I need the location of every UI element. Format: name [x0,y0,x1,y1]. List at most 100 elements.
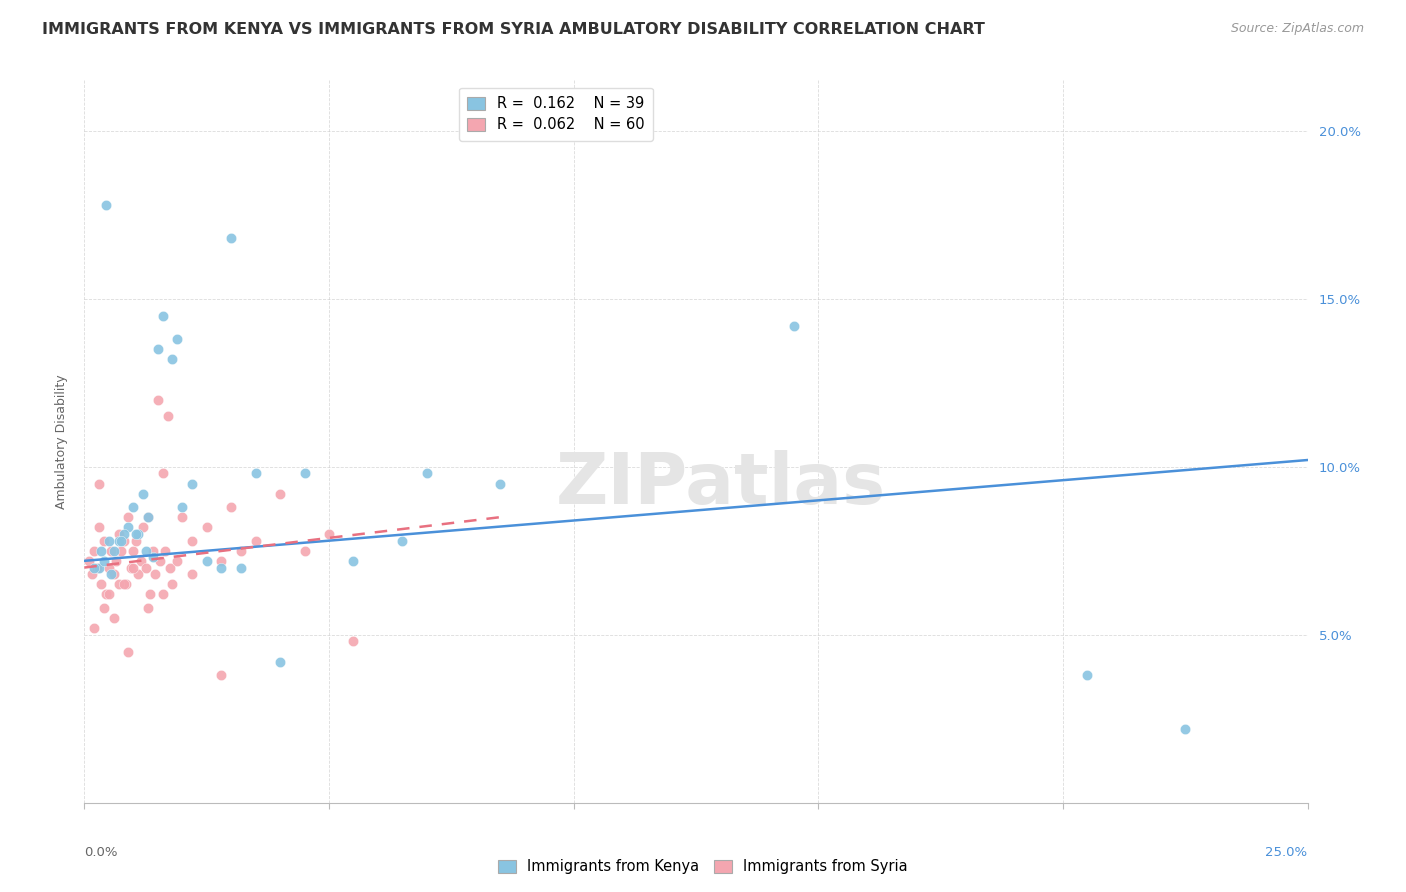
Point [136,600,159,615]
Point [209,560,232,574]
Point [181,567,204,582]
Point [172,510,194,524]
Point [107,527,129,541]
Point [391,533,413,548]
Point [96,587,118,601]
Point [135,560,157,574]
Point [103,567,125,582]
Point [135,543,157,558]
Point [83,543,105,558]
Point [90,543,112,558]
Point [149,554,172,568]
Point [93,533,115,548]
Point [103,611,125,625]
Point [136,510,159,524]
Point [100,543,122,558]
Point [219,500,242,514]
Point [125,527,148,541]
Text: 25.0%: 25.0% [1265,847,1308,859]
Point [110,533,132,548]
Point [93,600,115,615]
Point [229,543,252,558]
Point [159,560,181,574]
Point [153,543,176,558]
Point [166,332,188,346]
Point [1174,722,1197,736]
Point [172,500,194,514]
Point [181,476,204,491]
Point [87,520,110,534]
Point [86,560,108,574]
Point [97,587,120,601]
Point [87,476,110,491]
Point [219,231,242,245]
Point [90,577,112,591]
Point [1076,668,1098,682]
Point [489,476,512,491]
Text: IMMIGRANTS FROM KENYA VS IMMIGRANTS FROM SYRIA AMBULATORY DISABILITY CORRELATION: IMMIGRANTS FROM KENYA VS IMMIGRANTS FROM… [42,22,986,37]
Point [83,621,105,635]
Point [132,486,155,500]
Point [122,560,145,574]
Point [112,577,135,591]
Point [77,554,100,568]
Point [80,567,103,582]
Point [156,409,179,424]
Point [416,467,439,481]
Point [105,554,128,568]
Point [146,342,169,356]
Point [318,527,340,541]
Point [97,533,120,548]
Point [120,560,142,574]
Point [342,634,364,648]
Point [112,533,135,548]
Point [294,467,316,481]
Point [142,550,165,565]
Point [142,543,165,558]
Point [107,577,129,591]
Text: ZIPatlas: ZIPatlas [555,450,886,519]
Point [166,554,188,568]
Point [115,577,138,591]
Point [152,467,174,481]
Point [110,543,132,558]
Point [100,567,122,582]
Point [143,567,166,582]
Point [103,543,125,558]
Point [294,543,316,558]
Point [125,533,148,548]
Point [107,533,129,548]
Point [93,554,115,568]
Point [136,510,159,524]
Point [146,392,169,407]
Point [209,668,232,682]
Point [129,554,152,568]
Point [162,352,184,367]
Legend: R =  0.162    N = 39, R =  0.062    N = 60: R = 0.162 N = 39, R = 0.062 N = 60 [458,87,652,141]
Point [342,554,364,568]
Point [195,520,218,534]
Point [97,560,120,574]
Point [83,560,105,574]
Point [162,577,184,591]
Point [229,560,252,574]
Y-axis label: Ambulatory Disability: Ambulatory Disability [55,375,67,508]
Point [152,587,174,601]
Point [122,543,145,558]
Text: Source: ZipAtlas.com: Source: ZipAtlas.com [1230,22,1364,36]
Point [245,467,267,481]
Point [195,554,218,568]
Point [127,527,149,541]
Point [132,520,155,534]
Point [87,560,110,574]
Legend: Immigrants from Kenya, Immigrants from Syria: Immigrants from Kenya, Immigrants from S… [492,854,914,880]
Point [127,567,149,582]
Point [112,527,135,541]
Point [152,309,174,323]
Point [783,318,806,333]
Point [96,197,118,211]
Point [181,533,204,548]
Point [117,510,139,524]
Point [117,644,139,658]
Point [245,533,267,548]
